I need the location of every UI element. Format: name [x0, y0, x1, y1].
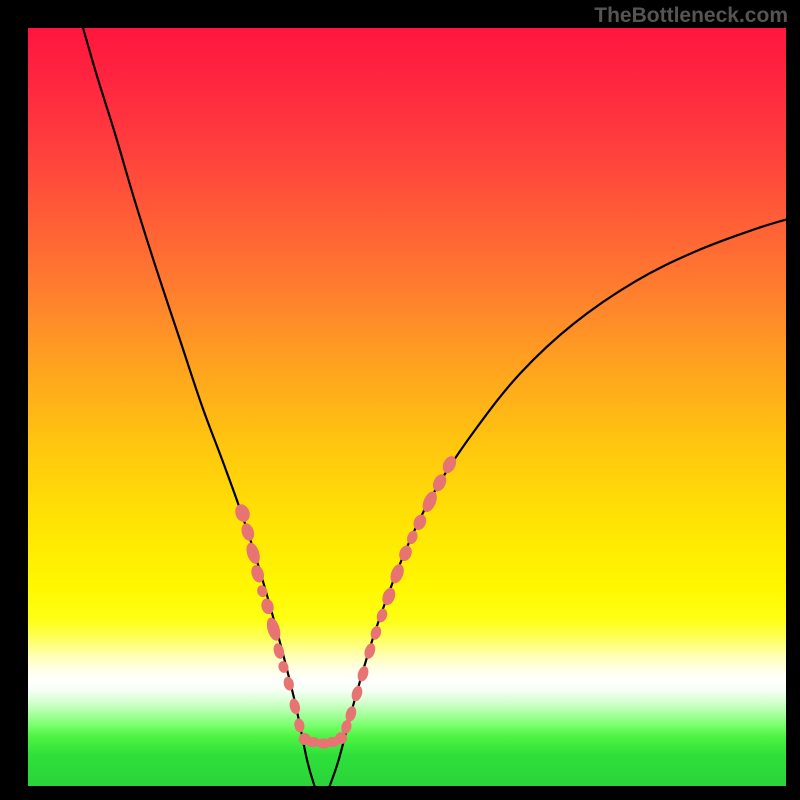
- chart-container: [0, 0, 800, 800]
- watermark: TheBottleneck.com: [594, 4, 788, 28]
- watermark-text: TheBottleneck.com: [594, 4, 788, 27]
- chart-svg: [0, 0, 800, 800]
